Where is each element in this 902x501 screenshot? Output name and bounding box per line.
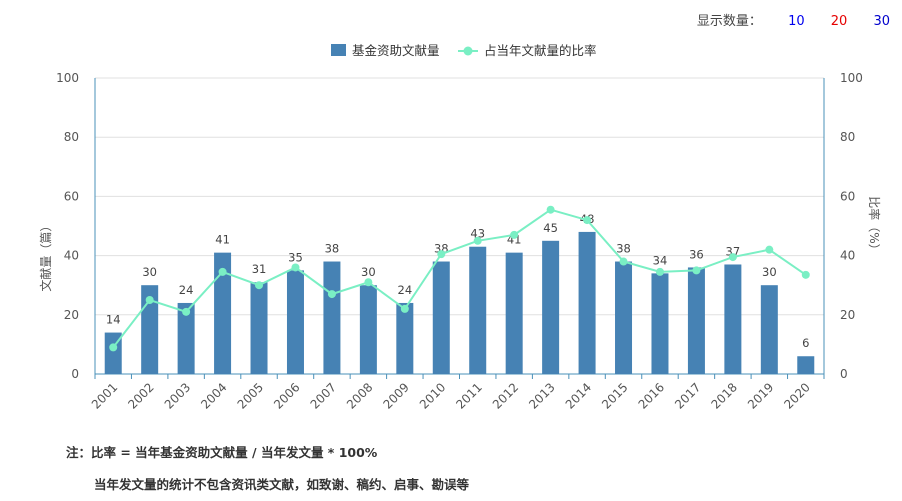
bar-value-label: 38 [616,242,631,256]
y-tick-left: 0 [71,367,79,381]
x-tick-label: 2015 [599,380,630,411]
x-tick-label: 2007 [308,380,339,411]
bar-value-label: 30 [762,265,777,279]
x-tick-label: 2017 [672,380,703,411]
x-tick-label: 2006 [271,380,302,411]
x-tick-label: 2005 [235,380,266,411]
x-tick-label: 2018 [708,380,739,411]
bar-value-label: 34 [653,253,668,267]
bar-2015 [615,262,632,374]
bar-2019 [761,285,778,374]
bar-value-label: 45 [543,221,558,235]
bar-value-label: 35 [288,250,303,264]
ratio-point-2020 [802,271,810,279]
y-tick-left: 100 [56,71,79,85]
chart-notes: 注：比率 = 当年基金资助文献量 / 当年发文量 * 100% 当年发文量的统计… [66,442,469,493]
ratio-point-2010 [437,250,445,258]
y-tick-right: 0 [840,367,848,381]
y-tick-right: 60 [840,189,855,203]
bar-2008 [360,285,377,374]
ratio-point-2019 [765,246,773,254]
bar-value-label: 38 [325,242,340,256]
bar-value-label: 36 [689,247,704,261]
ratio-point-2012 [510,231,518,239]
x-tick-label: 2010 [417,380,448,411]
bar-2010 [433,262,450,374]
ratio-point-2002 [146,296,154,304]
bar-2009 [396,303,413,374]
y-axis-left-title: 文献量（篇） [38,220,53,292]
x-tick-label: 2014 [563,380,594,411]
x-tick-label: 2008 [344,380,375,411]
bar-2017 [688,267,705,374]
x-tick-label: 2003 [162,380,193,411]
bar-value-label: 31 [252,262,267,276]
legend-swatch-line-marker [464,47,473,56]
x-tick-label: 2013 [526,380,557,411]
ratio-point-2007 [328,290,336,298]
x-tick-label: 2009 [380,380,411,411]
bar-2016 [651,273,668,374]
ratio-point-2018 [729,253,737,261]
y-tick-left: 60 [64,189,79,203]
x-tick-label: 2004 [198,380,229,411]
x-tick-label: 2019 [745,380,776,411]
y-tick-right: 100 [840,71,863,85]
x-tick-label: 2016 [636,380,667,411]
legend-label-line: 占当年文献量的比率 [484,43,597,58]
legend-label-bar: 基金资助文献量 [352,43,440,58]
bar-2012 [506,253,523,374]
ratio-point-2011 [474,237,482,245]
y-tick-left: 80 [64,130,79,144]
bar-2011 [469,247,486,374]
ratio-point-2016 [656,268,664,276]
ratio-point-2009 [401,305,409,313]
x-tick-label: 2012 [490,380,521,411]
x-tick-label: 2011 [453,380,484,411]
ratio-point-2017 [692,266,700,274]
note-line-1: 注：比率 = 当年基金资助文献量 / 当年发文量 * 100% [66,442,469,461]
ratio-point-2006 [291,263,299,271]
ratio-point-2015 [620,258,628,266]
note-line-2: 当年发文量的统计不包含资讯类文献，如致谢、稿约、启事、勘误等 [66,474,469,493]
bar-value-label: 14 [106,313,121,327]
y-tick-left: 20 [64,308,79,322]
x-tick-label: 2020 [781,380,812,411]
bar-2014 [579,232,596,374]
x-tick-label: 2001 [89,380,120,411]
ratio-point-2013 [547,206,555,214]
bar-2007 [323,262,340,374]
bar-value-label: 41 [215,233,230,247]
bar-2020 [797,356,814,374]
bar-value-label: 30 [142,265,157,279]
bar-value-label: 6 [802,336,809,350]
bar-value-label: 24 [398,283,413,297]
legend-swatch-bar [331,44,346,56]
y-tick-right: 40 [840,249,855,263]
ratio-point-2005 [255,281,263,289]
y-tick-left: 40 [64,249,79,263]
y-axis-right-title: 比率（%） [867,196,882,255]
ratio-point-2003 [182,308,190,316]
y-tick-right: 20 [840,308,855,322]
bar-2006 [287,270,304,374]
bar-2005 [251,282,268,374]
ratio-point-2001 [109,343,117,351]
bar-2013 [542,241,559,374]
bar-value-label: 24 [179,283,194,297]
ratio-point-2014 [583,216,591,224]
y-tick-right: 80 [840,130,855,144]
bar-value-label: 30 [361,265,376,279]
ratio-point-2008 [364,278,372,286]
x-tick-label: 2002 [125,380,156,411]
ratio-point-2004 [219,268,227,276]
bar-2018 [724,264,741,374]
